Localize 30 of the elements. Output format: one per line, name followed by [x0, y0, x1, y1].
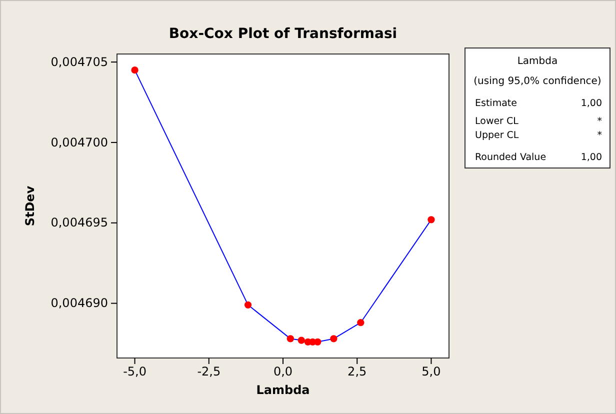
y-tick-label: 0,004700 [50, 135, 108, 150]
point [314, 338, 322, 346]
point [357, 319, 364, 326]
x-tick-label: 0,0 [273, 364, 293, 379]
x-tick-label: -5,0 [123, 364, 146, 379]
point [131, 66, 138, 74]
y-axis-title: StDev [23, 186, 37, 226]
text: Lower CL [475, 116, 520, 127]
text: 1,00 [580, 98, 602, 109]
point [286, 335, 294, 342]
text: (using 95,0% confidence) [474, 76, 602, 87]
x-tick-label: 2,5 [348, 364, 367, 379]
point [330, 335, 338, 342]
text: * [597, 130, 602, 141]
text: Upper CL [475, 130, 520, 141]
x-tick-label: -2,5 [197, 364, 221, 379]
point [298, 336, 305, 344]
chart-title: Box-Cox Plot of Transformasi [168, 26, 398, 42]
y-tick-label: 0,004705 [50, 54, 108, 69]
text: 1,00 [580, 152, 602, 163]
point [244, 301, 252, 308]
text: * [597, 116, 602, 127]
text: Rounded Value [475, 152, 546, 163]
x-axis-title: Lambda [256, 383, 310, 397]
x-tick-label: 5,0 [422, 364, 441, 379]
y-tick-label: 0,004690 [50, 296, 108, 310]
y-tick-label: 0,004695 [50, 216, 108, 230]
point [428, 216, 435, 224]
text: Lambda [517, 56, 558, 67]
text: Estimate [475, 98, 518, 109]
